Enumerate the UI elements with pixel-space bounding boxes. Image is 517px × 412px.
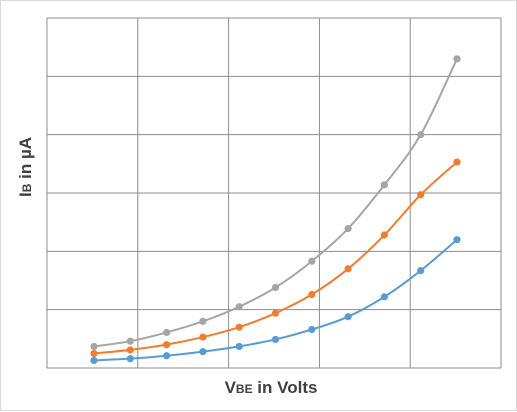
- series-layer: [90, 55, 461, 365]
- data-point: [90, 349, 98, 358]
- series-line: [93, 161, 458, 355]
- data-point: [344, 265, 352, 273]
- data-point: [417, 191, 425, 199]
- data-point: [90, 356, 98, 365]
- data-point: [90, 342, 98, 351]
- data-point: [453, 158, 461, 166]
- data-point: [344, 224, 352, 233]
- data-point: [235, 342, 243, 351]
- data-point: [271, 335, 280, 344]
- data-point: [308, 290, 316, 299]
- data-point: [417, 266, 425, 275]
- data-point: [380, 181, 388, 189]
- data-point: [199, 348, 207, 356]
- data-point: [235, 303, 243, 311]
- series-3: [90, 55, 461, 351]
- data-point: [380, 293, 388, 301]
- data-point: [235, 323, 243, 331]
- data-point: [308, 325, 316, 334]
- x-axis-title-main: V: [225, 378, 237, 397]
- data-point: [453, 55, 461, 63]
- data-point: [271, 309, 280, 317]
- data-point: [163, 341, 171, 349]
- data-point: [380, 231, 388, 239]
- data-point: [163, 328, 171, 337]
- y-axis-title-main: I: [16, 192, 35, 197]
- series-line: [93, 58, 458, 348]
- data-point: [271, 283, 280, 292]
- x-axis-title-subscript: BE: [236, 382, 253, 396]
- data-point: [344, 313, 352, 321]
- y-axis-title: IB in µA: [16, 137, 35, 197]
- y-axis-title-rest: in µA: [16, 137, 35, 184]
- data-point: [199, 333, 207, 341]
- data-point: [308, 257, 316, 265]
- data-point: [126, 346, 134, 354]
- data-point: [453, 236, 461, 244]
- data-point: [126, 355, 134, 363]
- data-point: [417, 131, 425, 139]
- data-point: [126, 337, 134, 345]
- series-1: [90, 236, 461, 365]
- x-axis-title: VBE in Volts: [225, 378, 318, 397]
- series-2: [90, 158, 461, 358]
- data-point: [199, 317, 207, 325]
- x-axis-title-rest: in Volts: [253, 378, 318, 397]
- data-point: [163, 352, 171, 360]
- grid: [46, 17, 502, 369]
- y-axis-title-subscript: B: [20, 183, 34, 192]
